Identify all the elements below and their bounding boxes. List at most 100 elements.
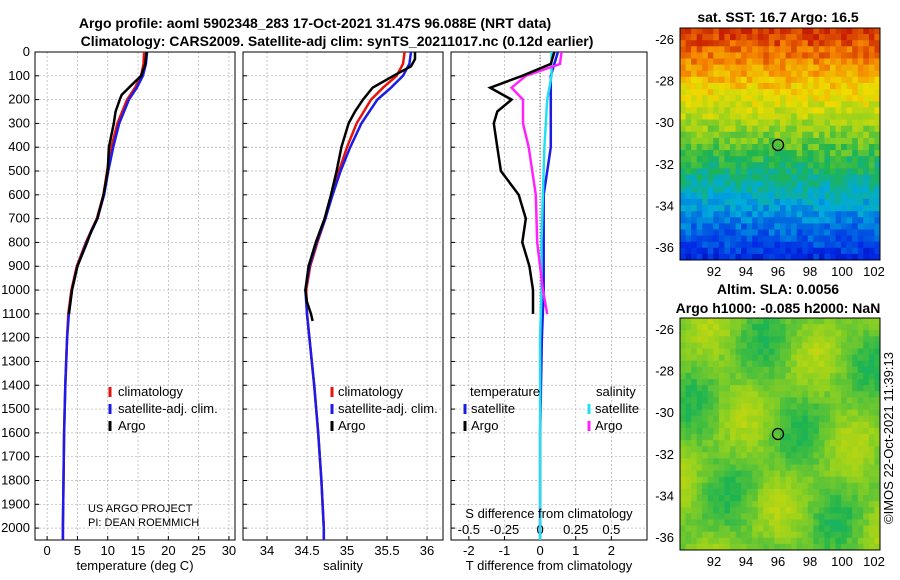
map-cell bbox=[791, 107, 798, 114]
map-cell bbox=[768, 519, 775, 527]
map-cell bbox=[868, 70, 875, 78]
map-cell bbox=[680, 95, 687, 102]
map-cell bbox=[852, 513, 859, 520]
map-cell bbox=[680, 507, 687, 514]
map-cell bbox=[768, 241, 775, 249]
map-cell bbox=[802, 217, 809, 224]
map-cell bbox=[691, 440, 698, 447]
map-cell bbox=[841, 156, 848, 163]
map-cell bbox=[841, 415, 848, 423]
map-cell bbox=[852, 470, 859, 478]
map-cell bbox=[774, 180, 781, 188]
map-cell bbox=[680, 107, 687, 114]
map-cell bbox=[868, 330, 875, 337]
map-cell bbox=[707, 440, 714, 447]
map-cell bbox=[874, 137, 881, 145]
map-cell bbox=[780, 137, 787, 145]
map-cell bbox=[846, 223, 853, 230]
s-tick-label: -0.25 bbox=[490, 522, 520, 537]
map-cell bbox=[835, 253, 842, 261]
map-cell bbox=[813, 46, 820, 53]
map-cell bbox=[752, 241, 759, 249]
map-cell bbox=[757, 253, 764, 261]
x-tick-label: 30 bbox=[222, 543, 236, 558]
map-cell bbox=[785, 482, 792, 490]
map-cell bbox=[685, 40, 692, 47]
map-cell bbox=[813, 495, 820, 502]
map-cell bbox=[863, 46, 870, 53]
salinity-panel: 34 34.5 35 35.5 36 bbox=[242, 51, 444, 558]
map-cell bbox=[796, 525, 803, 533]
map-cell bbox=[713, 174, 720, 182]
map-cell bbox=[757, 470, 764, 478]
map-cell bbox=[874, 531, 881, 539]
map-cell bbox=[835, 403, 842, 411]
map-cell bbox=[824, 34, 831, 41]
map-cell bbox=[796, 137, 803, 145]
map-cell bbox=[874, 452, 881, 459]
map-cell bbox=[780, 162, 787, 169]
map-cell bbox=[713, 46, 720, 53]
map-cell bbox=[863, 318, 870, 325]
map-cell bbox=[713, 379, 720, 386]
map-cell bbox=[718, 89, 725, 96]
map-cell bbox=[713, 150, 720, 157]
map-cell bbox=[830, 354, 837, 362]
map-cell bbox=[691, 168, 698, 175]
map-cell bbox=[846, 119, 853, 127]
map-cell bbox=[835, 391, 842, 398]
map-cell bbox=[685, 342, 692, 349]
map-cell bbox=[735, 58, 742, 66]
map-cell bbox=[735, 348, 742, 356]
map-cell bbox=[707, 107, 714, 114]
map-cell bbox=[735, 144, 742, 151]
map-cell bbox=[791, 415, 798, 423]
map-cell bbox=[807, 101, 814, 108]
map-cell bbox=[707, 342, 714, 349]
map-cell bbox=[874, 488, 881, 496]
map-cell bbox=[768, 186, 775, 194]
map-cell bbox=[874, 482, 881, 490]
map-cell bbox=[846, 415, 853, 423]
map-cell bbox=[680, 131, 687, 139]
map-cell bbox=[863, 330, 870, 337]
map-cell bbox=[741, 427, 748, 435]
map-cell bbox=[691, 180, 698, 188]
map-cell bbox=[807, 64, 814, 72]
map-cell bbox=[785, 342, 792, 349]
map-cell bbox=[824, 247, 831, 255]
map-x-tick-label: 92 bbox=[707, 554, 721, 569]
series-s-argo bbox=[509, 52, 563, 315]
map-cell bbox=[702, 76, 709, 84]
map-cell bbox=[874, 360, 881, 368]
map-cell bbox=[746, 174, 753, 182]
map-cell bbox=[818, 217, 825, 224]
map-cell bbox=[802, 403, 809, 411]
map-cell bbox=[785, 434, 792, 441]
map-cell bbox=[685, 464, 692, 472]
map-cell bbox=[791, 125, 798, 133]
map-cell bbox=[763, 64, 770, 72]
map-cell bbox=[685, 82, 692, 90]
map-cell bbox=[863, 217, 870, 224]
map-cell bbox=[724, 137, 731, 145]
map-cell bbox=[824, 342, 831, 349]
map-cell bbox=[741, 192, 748, 200]
map-cell bbox=[785, 458, 792, 465]
map-cell bbox=[702, 174, 709, 182]
depth-tick-label: 1000 bbox=[1, 282, 30, 297]
map-cell bbox=[763, 543, 770, 551]
map-cell bbox=[774, 211, 781, 218]
map-cell bbox=[780, 28, 787, 35]
map-cell bbox=[724, 519, 731, 527]
map-cell bbox=[768, 440, 775, 447]
map-cell bbox=[874, 446, 881, 453]
map-cell bbox=[707, 434, 714, 441]
x-tick-label: 10 bbox=[100, 543, 114, 558]
map-cell bbox=[718, 458, 725, 465]
map-cell bbox=[730, 180, 737, 188]
map-cell bbox=[696, 385, 703, 392]
map-cell bbox=[757, 186, 764, 194]
map-cell bbox=[791, 513, 798, 520]
map-cell bbox=[696, 156, 703, 163]
